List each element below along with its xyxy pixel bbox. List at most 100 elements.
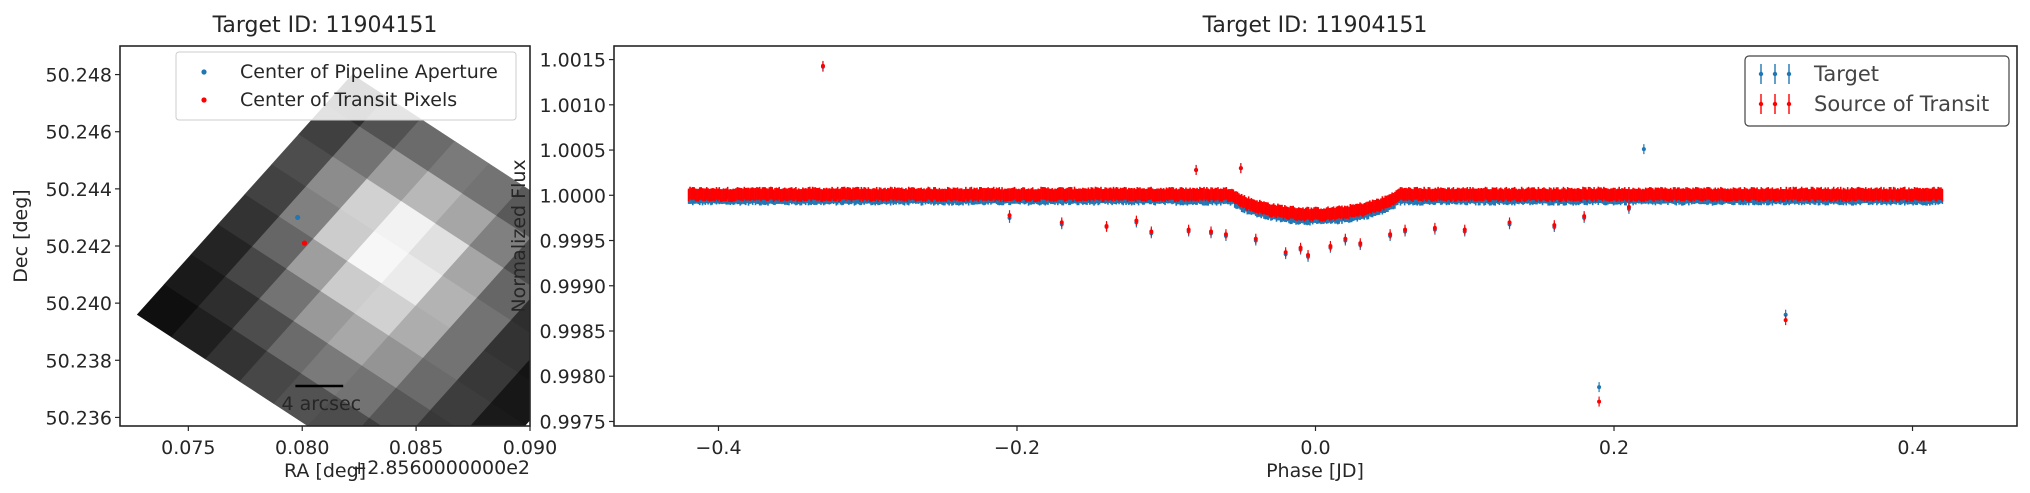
legend-label-source: Source of Transit [1814, 92, 1989, 116]
right-y-tick-label: 1.0005 [540, 140, 606, 162]
left-y-tick-label: 50.244 [46, 179, 112, 201]
left-x-tick-label: 0.085 [389, 437, 443, 459]
left-x-ticks: 0.075 0.080 0.085 0.090 [161, 426, 557, 459]
pixel-cell-r3-c8 [517, 359, 530, 381]
source-outlier-point [1194, 167, 1199, 172]
legend-label-pipeline-aperture: Center of Pipeline Aperture [240, 61, 498, 83]
right-x-tick-label: −0.2 [994, 437, 1040, 459]
left-panel: Target ID: 11904151 0.075 0.080 0.085 0.090… [10, 13, 660, 482]
right-y-tick-label: 0.9990 [540, 276, 606, 298]
legend-target-marker-point [1772, 71, 1778, 77]
pipeline-aperture-center-point [295, 214, 301, 221]
source-outlier-point [1343, 236, 1348, 241]
source-outlier-point [1223, 232, 1228, 237]
pixel-cell-r0-c8 [599, 253, 660, 305]
centroid-points [295, 214, 308, 246]
source-outlier-point [1007, 213, 1012, 218]
legend-source-markers [1758, 94, 1792, 114]
source-outlier-point [1783, 318, 1788, 323]
right-legend: Target Source of Transit [1744, 55, 2010, 127]
left-y-tick-label: 50.236 [46, 407, 112, 429]
legend-target-marker-point [1786, 71, 1792, 77]
source-outlier-point [1552, 223, 1557, 228]
source-outlier-point [1582, 214, 1587, 219]
left-legend-box [175, 51, 517, 121]
legend-target-marker-point [1758, 71, 1764, 77]
source-outlier-point [1104, 224, 1109, 229]
source-outlier-point [1388, 232, 1393, 237]
right-x-tick-label: 0.4 [1897, 437, 1927, 459]
right-x-tick-label: 0.0 [1300, 437, 1330, 459]
left-y-axis-label: Dec [deg] [10, 189, 32, 282]
right-y-tick-label: 0.9980 [540, 366, 606, 388]
right-y-tick-label: 1.0000 [540, 185, 606, 207]
right-y-tick-label: 0.9975 [540, 411, 606, 433]
right-y-tick-label: 0.9985 [540, 321, 606, 343]
pixel-cell-r7-c6 [361, 417, 382, 426]
target-outlier-point [1783, 312, 1788, 317]
pixel-cell-r0-c5 [495, 185, 530, 239]
left-y-tick-label: 50.248 [46, 65, 112, 87]
source-outlier-point [1149, 229, 1154, 234]
right-x-tick-label: −0.4 [695, 437, 741, 459]
scalebar-label: 4 arcsec [281, 393, 361, 415]
source-outlier-point [1209, 229, 1214, 234]
right-plot-area [687, 60, 1944, 407]
pixel-cell-r2-c7 [510, 298, 530, 334]
left-plot-area [136, 74, 660, 426]
source-outlier-point [1059, 220, 1064, 225]
source-outlier-point [1253, 236, 1258, 241]
target-outlier-point [1597, 385, 1602, 390]
pixel-cell-r1-c6 [503, 238, 530, 286]
right-x-ticks: −0.4 −0.2 0.0 0.2 0.4 [695, 426, 1928, 459]
left-x-offset-label: +2.8560000000e2 [351, 457, 530, 479]
legend-source-marker-point [1772, 101, 1778, 107]
source-outlier-point [1134, 218, 1139, 223]
pixel-cell-r7-c5 [307, 395, 370, 426]
source-outlier-point [1626, 205, 1631, 210]
right-x-tick-label: 0.2 [1599, 437, 1629, 459]
source-outlier-point [1597, 399, 1602, 404]
right-y-ticks: 0.9975 0.9980 0.9985 0.9990 0.9995 1.0000 1.00… [540, 50, 614, 433]
legend-label-target: Target [1813, 62, 1879, 86]
right-panel-title: Target ID: 11904151 [1202, 13, 1428, 38]
right-y-tick-label: 1.0010 [540, 95, 606, 117]
source-outlier-point [1403, 227, 1408, 232]
right-x-axis-label: Phase [JD] [1266, 460, 1364, 482]
legend-marker-transit-pixels [201, 97, 207, 103]
right-legend-box [1744, 55, 2010, 127]
source-outlier-point [1298, 245, 1303, 250]
legend-label-transit-pixels: Center of Transit Pixels [240, 89, 457, 111]
left-panel-title: Target ID: 11904151 [212, 13, 438, 38]
right-panel: Target ID: 11904151 −0.4 −0.2 0.0 0.2 0.4 0.… [508, 13, 2018, 482]
source-outlier-point [1358, 241, 1363, 246]
right-y-axis-label: Normalized Flux [508, 159, 530, 312]
source-outlier-point [1238, 166, 1243, 171]
right-y-tick-label: 1.0015 [540, 50, 606, 72]
source-outlier-point [1507, 220, 1512, 225]
source-outlier-point [820, 63, 825, 68]
left-x-axis-label: RA [deg] [284, 460, 366, 482]
source-outlier-point [1186, 227, 1191, 232]
left-y-tick-label: 50.242 [46, 236, 112, 258]
source-outlier-point [1306, 253, 1311, 257]
left-y-tick-label: 50.238 [46, 350, 112, 372]
pixel-cell-r6-c6 [368, 387, 431, 426]
right-y-tick-label: 0.9995 [540, 231, 606, 253]
left-x-tick-label: 0.090 [503, 437, 557, 459]
pixel-cell-r5-c8 [470, 402, 526, 426]
legend-marker-pipeline-aperture [201, 69, 207, 75]
source-outlier-point [1462, 227, 1467, 232]
pixel-grid [136, 74, 660, 426]
target-outlier-point [1641, 147, 1646, 152]
legend-target-markers [1758, 64, 1792, 84]
transit-pixels-center-point [301, 240, 308, 246]
left-y-ticks: 50.236 50.238 50.240 50.242 50.244 50.246 50.2… [46, 65, 120, 429]
source-outlier-point [1328, 243, 1333, 248]
left-axes-frame [119, 45, 531, 427]
left-x-tick-label: 0.075 [161, 437, 215, 459]
outlier-points [820, 60, 1788, 407]
legend-source-marker-point [1758, 101, 1764, 107]
source-outlier-point [1432, 225, 1437, 230]
